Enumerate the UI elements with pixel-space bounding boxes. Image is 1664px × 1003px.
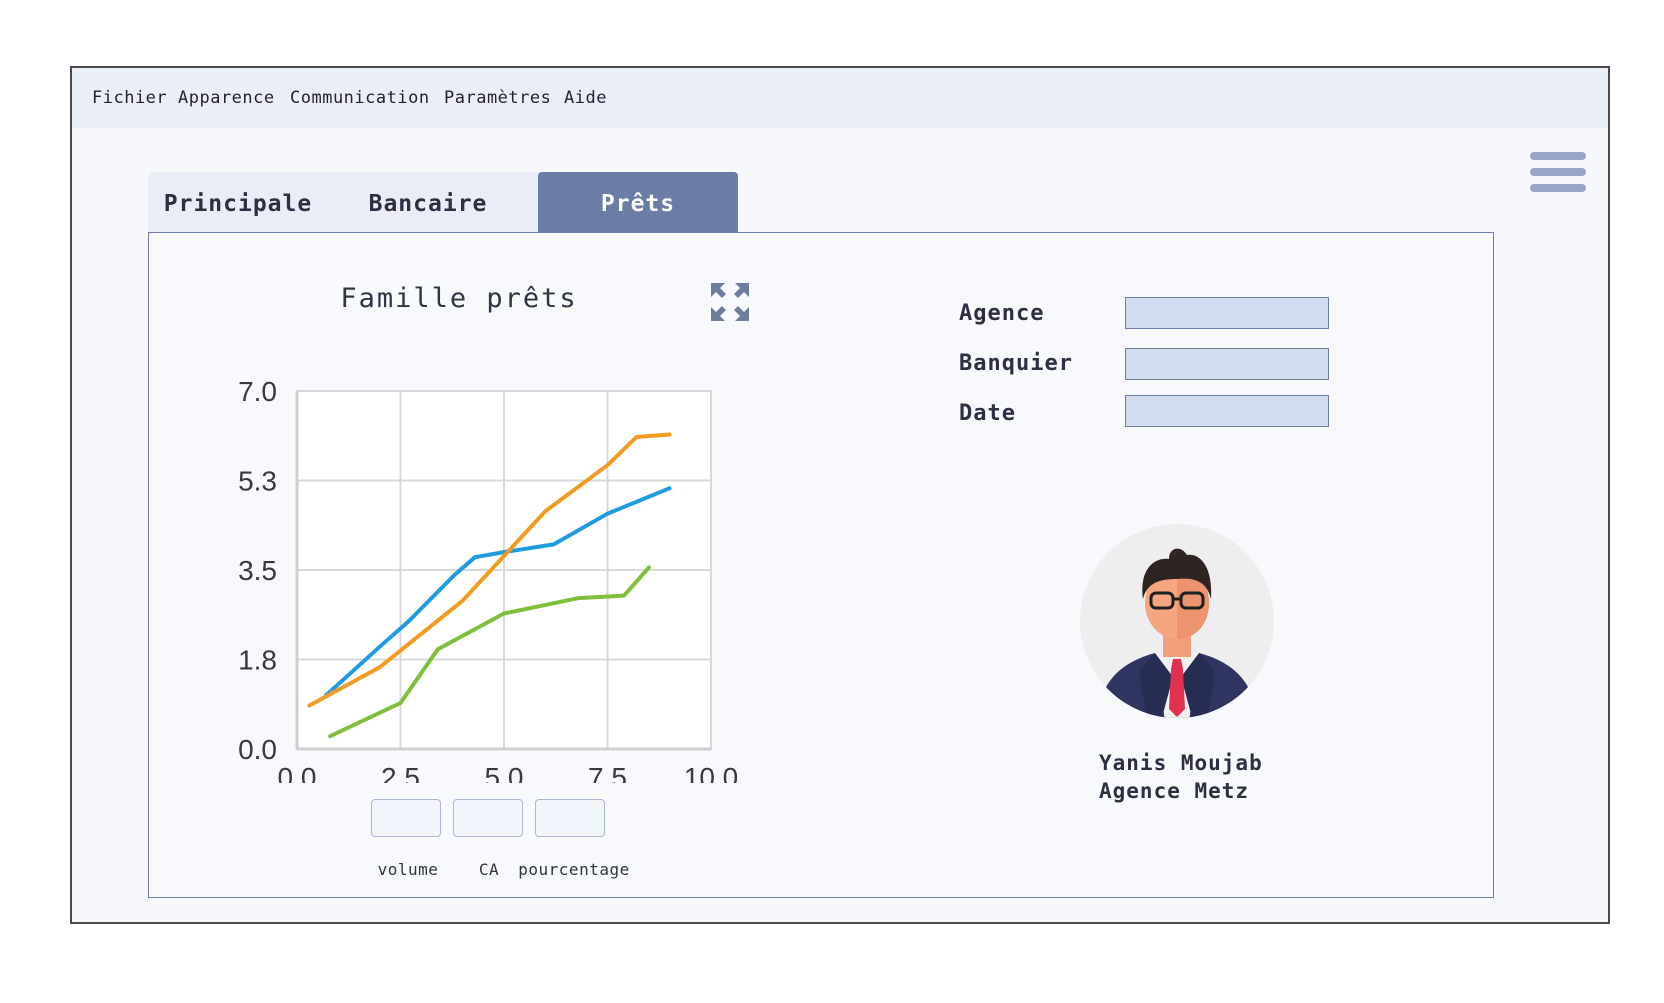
x-tick-label: 0.0 xyxy=(278,762,317,783)
tab-content-panel: Famille prêts 0.0 2.5 5.0 7.5 10.0 0.0 1.8 3.5 5… xyxy=(148,232,1494,898)
pourcentage-label: pourcentage xyxy=(518,860,630,879)
series-line-1 xyxy=(324,486,672,698)
ca-label: CA xyxy=(478,860,500,879)
y-tick-label: 3.5 xyxy=(238,555,277,586)
chart-title: Famille prêts xyxy=(340,283,578,314)
y-tick-label: 0.0 xyxy=(238,734,277,765)
profile-name: Yanis Moujab xyxy=(1099,751,1263,775)
expand-icon[interactable] xyxy=(709,281,751,323)
date-label: Date xyxy=(959,401,1016,426)
y-tick-label: 5.3 xyxy=(238,466,277,497)
app-window: Fichier Apparence Communication Paramètr… xyxy=(70,66,1610,924)
date-field[interactable] xyxy=(1125,395,1329,427)
y-tick-label: 7.0 xyxy=(238,376,277,407)
menu-fichier[interactable]: Fichier xyxy=(92,88,168,108)
menu-bar: Fichier Apparence Communication Paramètr… xyxy=(72,68,1608,128)
x-tick-label: 7.5 xyxy=(588,762,627,783)
series-line-3 xyxy=(328,565,651,739)
tab-bancaire[interactable]: Bancaire xyxy=(368,191,488,217)
menu-communication[interactable]: Communication xyxy=(290,88,430,108)
profile-agency: Agence Metz xyxy=(1099,779,1250,803)
y-tick-label: 1.8 xyxy=(238,645,277,676)
ca-button[interactable] xyxy=(453,799,523,837)
hamburger-menu-icon[interactable] xyxy=(1530,152,1586,194)
line-chart: 0.0 2.5 5.0 7.5 10.0 0.0 1.8 3.5 5.3 7.0 xyxy=(238,376,739,783)
volume-button[interactable] xyxy=(371,799,441,837)
menu-apparence[interactable]: Apparence xyxy=(178,88,275,108)
series-line-2 xyxy=(307,432,672,708)
tab-bar: Principale Bancaire Prêts xyxy=(148,172,738,232)
volume-label: volume xyxy=(377,860,439,879)
x-tick-label: 5.0 xyxy=(485,762,524,783)
menu-parametres[interactable]: Paramètres xyxy=(444,88,552,108)
menu-aide[interactable]: Aide xyxy=(564,88,607,108)
avatar xyxy=(1080,524,1274,718)
banquier-field[interactable] xyxy=(1125,348,1329,380)
tab-principale[interactable]: Principale xyxy=(163,191,313,217)
agence-field[interactable] xyxy=(1125,297,1329,329)
agence-label: Agence xyxy=(959,301,1045,326)
pourcentage-button[interactable] xyxy=(535,799,605,837)
tab-prets[interactable]: Prêts xyxy=(538,172,738,232)
banquier-label: Banquier xyxy=(959,351,1073,376)
x-tick-label: 2.5 xyxy=(381,762,420,783)
x-tick-label: 10.0 xyxy=(684,762,739,783)
